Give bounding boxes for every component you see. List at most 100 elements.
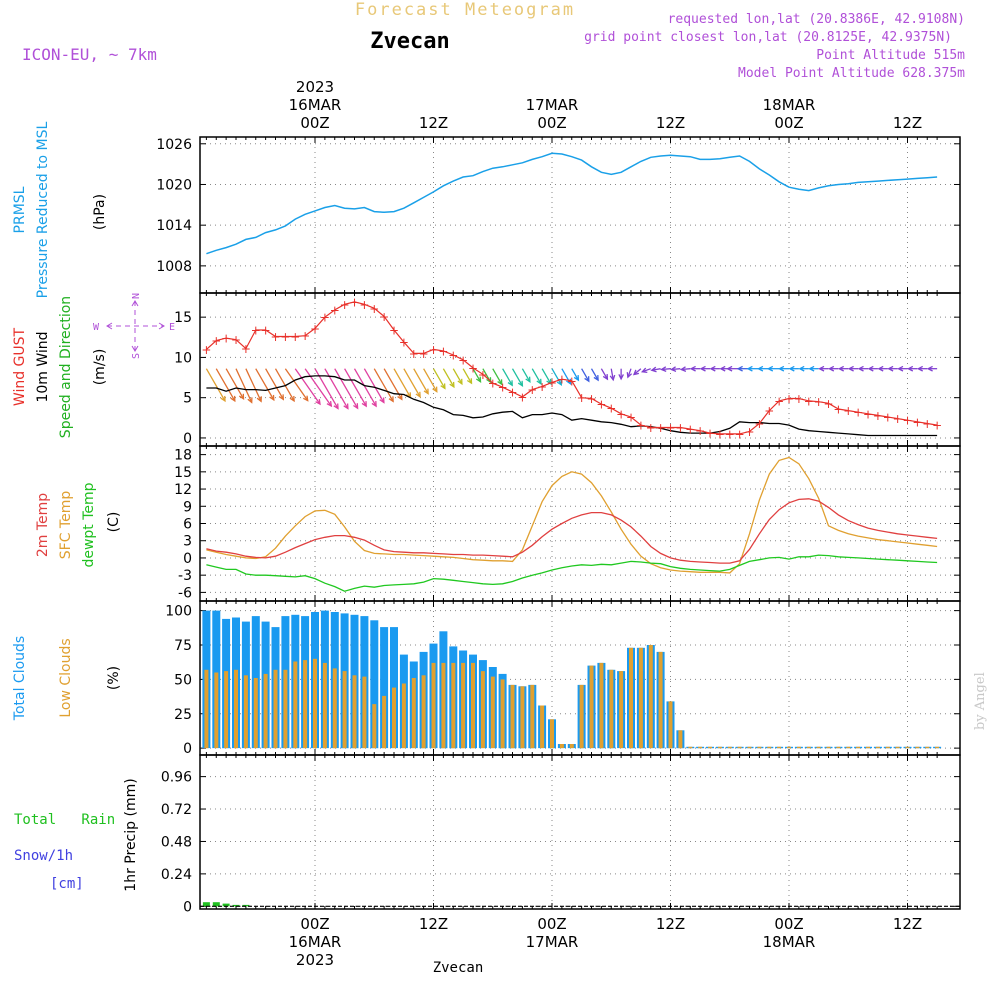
y-tick-label: 9: [183, 499, 192, 515]
precip-label-1: Total Rain: [14, 812, 115, 828]
gust-marker: +: [665, 421, 675, 435]
gust-marker: +: [626, 411, 636, 425]
low-cloud-bar: [214, 672, 219, 749]
low-cloud-bar: [510, 684, 515, 749]
low-cloud-bar: [668, 701, 673, 749]
wind-arrow: [373, 368, 394, 402]
y-tick-label: 0.48: [161, 834, 192, 850]
wind-arrow: [393, 368, 412, 398]
gust-marker: +: [823, 397, 833, 411]
wind-arrow: [235, 368, 253, 403]
top-time-label: 18MAR: [763, 96, 816, 114]
rain-bar: [222, 903, 230, 907]
y-tick-label: 50: [174, 672, 192, 688]
low-cloud-bar: [698, 746, 703, 749]
gust-marker: +: [893, 412, 903, 426]
low-cloud-bar: [787, 746, 791, 749]
wind-unit: (m/s): [92, 349, 108, 386]
panel-frame: [199, 754, 961, 910]
wind-arrow: [255, 368, 275, 401]
low-cloud-bar: [935, 746, 940, 749]
gust-marker: +: [369, 302, 379, 316]
gust-marker: +: [932, 419, 942, 433]
wind-10m-line: [206, 375, 938, 437]
top-time-label: 00Z: [537, 114, 566, 132]
wind-arrow-head: [837, 365, 845, 372]
rain-bar: [232, 904, 240, 907]
low-cloud-bar: [885, 746, 890, 749]
bottom-time-label: 12Z: [656, 915, 685, 933]
gust-marker: +: [468, 361, 478, 375]
compass-n: N: [131, 293, 142, 299]
wind-arrow: [225, 368, 245, 400]
low-cloud-bar: [471, 662, 475, 749]
gust-marker: +: [349, 295, 359, 309]
panel-frame: [199, 292, 961, 447]
panel-3: 0 25 50 75 100: [165, 600, 961, 757]
gust-marker: +: [320, 311, 330, 325]
wind-arrow: [403, 368, 421, 398]
low-cloud-bar: [717, 746, 722, 749]
wind-arrow: [245, 368, 262, 402]
low-cloud-bar: [658, 651, 663, 749]
wind-arrow-head: [457, 378, 463, 386]
gust-marker: +: [488, 377, 498, 391]
wind-arrow: [274, 368, 295, 402]
y-tick-label: 6: [183, 517, 192, 533]
rain-bar: [212, 902, 220, 907]
low-cloud-bar: [806, 746, 811, 749]
gust-marker: +: [577, 391, 587, 405]
low-cloud-bar: [836, 746, 841, 749]
bottom-time-label: 00Z: [537, 915, 566, 933]
gust-marker: +: [586, 392, 596, 406]
gust-marker: +: [428, 343, 438, 357]
low-cloud-bar: [352, 675, 357, 749]
low-cloud-bar: [243, 675, 248, 749]
app-title: Forecast Meteogram: [355, 0, 575, 20]
precip-label-3: [cm]: [50, 876, 84, 892]
sfc-temp-line: [206, 456, 938, 574]
low-cloud-bar: [540, 705, 545, 749]
gust-marker: +: [270, 330, 280, 344]
low-cloud-bar: [313, 658, 317, 749]
wind-arrow: [413, 368, 429, 394]
y-tick-label: 3: [183, 534, 192, 550]
low-cloud-bar: [401, 683, 406, 749]
gust-marker: +: [705, 427, 715, 441]
wind-arrow-head: [808, 365, 815, 372]
wind-arrow-head: [440, 383, 446, 390]
wind-arrow-head: [256, 396, 262, 403]
low-cloud-bar: [915, 746, 920, 749]
wind-arrow-head: [497, 379, 503, 386]
low-cloud-bar: [224, 671, 229, 749]
low-cloud-bar: [322, 662, 327, 749]
top-time-label: 2023: [296, 78, 334, 96]
low-cloud-bar: [648, 645, 653, 749]
total-cloud-bar: [370, 620, 379, 749]
bottom-time-label: 12Z: [893, 915, 922, 933]
wind-arrow-head: [766, 365, 774, 372]
wind-arrow: [265, 368, 284, 400]
wind-arrow-head: [525, 376, 531, 383]
low-cloud-bar: [589, 665, 594, 749]
gust-marker: +: [715, 427, 725, 441]
watermark: by Angel: [973, 672, 988, 730]
wind-arrow: [492, 368, 503, 385]
gust-marker: +: [231, 333, 241, 347]
gust-marker: +: [567, 374, 577, 388]
low-cloud-bar: [629, 647, 633, 749]
wind-arrow-head: [361, 401, 367, 408]
wind-arrow-head: [777, 365, 785, 372]
wind-arrow-head: [906, 365, 914, 372]
gust-marker: +: [330, 303, 340, 317]
low-cloud-bar: [727, 746, 732, 749]
wind-arrow: [304, 368, 332, 407]
wind-label-1: Wind GUST: [12, 327, 28, 406]
wind-arrow-head: [302, 395, 309, 402]
y-tick-label: 0: [183, 899, 192, 915]
model-altitude: Model Point Altitude 628.375m: [738, 66, 965, 81]
rain-bar: [242, 904, 250, 907]
low-cloud-bar: [550, 719, 554, 749]
